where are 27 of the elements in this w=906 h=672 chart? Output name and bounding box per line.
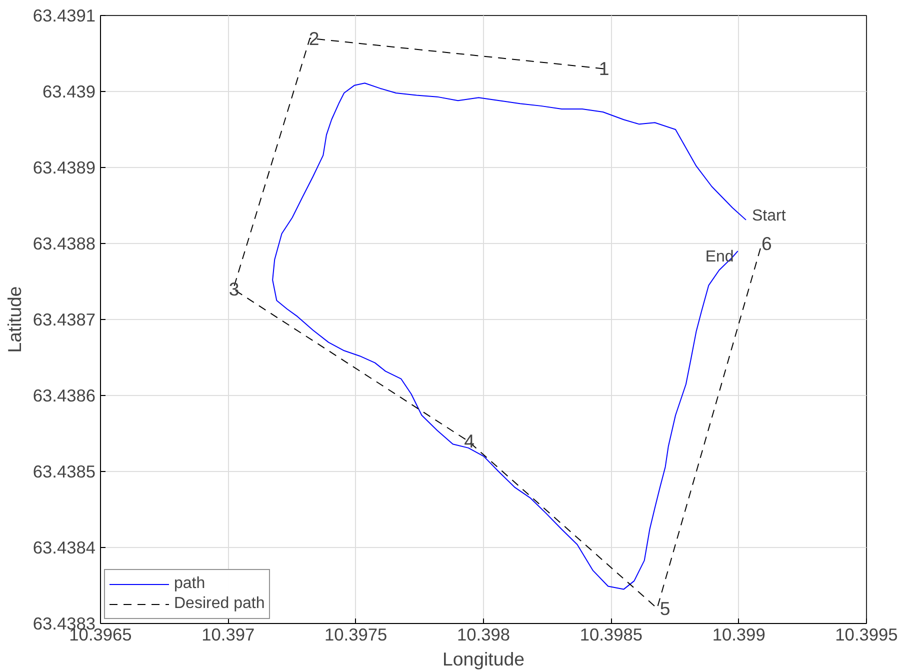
y-tick-label: 63.4391 — [32, 6, 96, 26]
y-tick-label: 63.4387 — [32, 310, 96, 330]
x-tick-label: 10.397 — [202, 624, 255, 644]
annotation: 4 — [464, 430, 474, 452]
y-tick-label: 63.4385 — [32, 462, 96, 482]
y-axis-title: Latitude — [4, 286, 25, 353]
legend-label: Desired path — [174, 595, 265, 613]
y-tick-label: 63.4389 — [32, 158, 96, 178]
x-tick-label: 10.3975 — [324, 624, 388, 644]
annotation: 1 — [598, 58, 610, 80]
annotation: 2 — [308, 28, 320, 49]
x-tick-label: 10.3985 — [580, 624, 642, 644]
y-tick-label: 63.4386 — [32, 386, 96, 406]
x-axis-title: Longitude — [442, 648, 524, 670]
line-series — [272, 82, 746, 590]
x-tick-label: 10.3995 — [835, 624, 898, 644]
y-tick-label: 63.439 — [42, 82, 96, 102]
x-tick-label: 10.399 — [712, 624, 766, 644]
x-tick-label: 10.398 — [457, 624, 510, 644]
y-tick-label: 63.4384 — [32, 538, 96, 558]
legend-label: path — [174, 575, 206, 593]
annotation: 3 — [228, 278, 240, 300]
y-tick-label: 63.4388 — [32, 234, 96, 254]
annotation: Start — [752, 207, 786, 224]
annotation: 5 — [660, 598, 670, 619]
annotation: End — [705, 248, 734, 266]
annotation: 6 — [762, 233, 772, 254]
